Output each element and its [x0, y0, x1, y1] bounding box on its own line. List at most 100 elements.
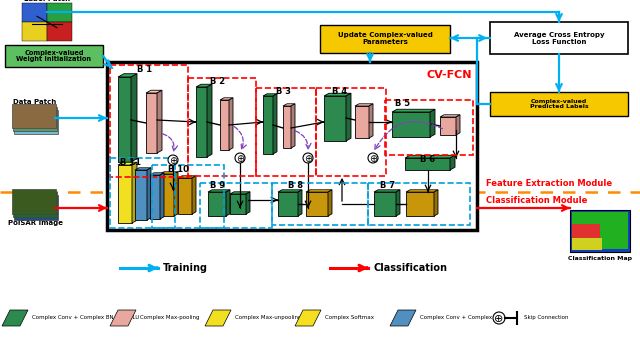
Polygon shape [196, 84, 212, 87]
Polygon shape [230, 194, 246, 214]
Polygon shape [456, 115, 460, 135]
Text: B 11: B 11 [120, 158, 141, 167]
Circle shape [235, 153, 245, 163]
Text: ⊕: ⊕ [236, 153, 244, 164]
Circle shape [368, 153, 378, 163]
Polygon shape [430, 109, 435, 137]
Polygon shape [392, 109, 435, 112]
Polygon shape [440, 117, 456, 135]
Polygon shape [374, 192, 396, 216]
Polygon shape [390, 310, 416, 326]
Text: B 5: B 5 [395, 99, 410, 108]
Text: Update Complex-valued
Parameters: Update Complex-valued Parameters [337, 32, 433, 46]
Polygon shape [298, 190, 302, 216]
Polygon shape [346, 93, 351, 141]
Bar [320, 25, 450, 53]
Polygon shape [2, 310, 28, 326]
Polygon shape [230, 192, 250, 194]
Bar [570, 210, 630, 252]
Polygon shape [118, 77, 131, 162]
Polygon shape [278, 192, 298, 216]
Text: PolSAR Image: PolSAR Image [8, 220, 63, 226]
Text: Classification Module: Classification Module [486, 196, 588, 205]
Bar [256, 88, 316, 176]
Bar [47, 22, 72, 41]
Polygon shape [118, 165, 132, 223]
Bar [490, 22, 628, 54]
Polygon shape [132, 162, 137, 223]
Polygon shape [405, 158, 450, 170]
Polygon shape [263, 94, 277, 96]
Circle shape [493, 312, 505, 324]
Polygon shape [196, 87, 207, 157]
Text: B 2: B 2 [211, 77, 225, 86]
Text: Complex Softmax: Complex Softmax [325, 316, 374, 321]
Polygon shape [14, 110, 58, 134]
Text: Complex-valued
Predicted Labels: Complex-valued Predicted Labels [530, 98, 588, 109]
Polygon shape [12, 189, 56, 214]
Text: Complex Max-pooling: Complex Max-pooling [140, 316, 200, 321]
Bar [5, 45, 103, 67]
Polygon shape [150, 173, 164, 175]
Text: ⊕: ⊕ [494, 314, 504, 324]
Polygon shape [295, 310, 321, 326]
Polygon shape [208, 190, 230, 192]
Polygon shape [118, 74, 137, 77]
Polygon shape [355, 104, 373, 106]
Polygon shape [324, 93, 351, 96]
Polygon shape [405, 155, 455, 158]
Polygon shape [208, 192, 226, 216]
Polygon shape [178, 178, 192, 214]
Bar [188, 78, 256, 176]
Polygon shape [273, 94, 277, 154]
Bar [152, 165, 224, 228]
Bar [272, 183, 368, 225]
Polygon shape [146, 93, 157, 153]
Polygon shape [434, 190, 438, 216]
Text: Complex-valued
Weight Initialization: Complex-valued Weight Initialization [17, 49, 92, 63]
Text: B 1: B 1 [138, 65, 152, 74]
Polygon shape [160, 173, 164, 219]
Text: Skip Connection: Skip Connection [524, 316, 568, 321]
Text: B 7: B 7 [380, 181, 395, 190]
Polygon shape [306, 190, 332, 192]
Polygon shape [146, 90, 162, 93]
Polygon shape [220, 98, 233, 100]
Polygon shape [160, 172, 178, 174]
Text: B 10: B 10 [168, 165, 188, 174]
Text: Average Cross Entropy
Loss Function: Average Cross Entropy Loss Function [514, 32, 604, 45]
Polygon shape [135, 168, 151, 170]
Bar [572, 238, 602, 250]
Polygon shape [178, 176, 196, 178]
Bar [572, 212, 628, 226]
Polygon shape [147, 168, 151, 220]
Polygon shape [220, 100, 229, 150]
Polygon shape [131, 74, 137, 162]
Bar [600, 220, 628, 249]
Text: ⊕: ⊕ [304, 153, 312, 164]
Polygon shape [406, 190, 438, 192]
Polygon shape [396, 190, 400, 216]
Text: Feature Extraction Module: Feature Extraction Module [486, 179, 612, 188]
Polygon shape [192, 176, 196, 214]
Polygon shape [14, 195, 58, 220]
Polygon shape [355, 106, 369, 138]
Bar [47, 3, 72, 22]
Text: Complex Max-unpooling: Complex Max-unpooling [235, 316, 301, 321]
Text: Classification: Classification [373, 263, 447, 273]
Polygon shape [229, 98, 233, 150]
Text: Training: Training [163, 263, 208, 273]
Polygon shape [450, 155, 455, 170]
Text: B 4: B 4 [332, 87, 348, 96]
Text: B 6: B 6 [420, 155, 436, 164]
Circle shape [303, 153, 313, 163]
Polygon shape [283, 104, 295, 106]
Polygon shape [392, 112, 430, 137]
Polygon shape [160, 174, 174, 216]
Polygon shape [324, 96, 346, 141]
Polygon shape [291, 104, 295, 148]
Polygon shape [283, 106, 291, 148]
Polygon shape [110, 310, 136, 326]
Bar [572, 224, 600, 245]
Bar [490, 92, 628, 116]
